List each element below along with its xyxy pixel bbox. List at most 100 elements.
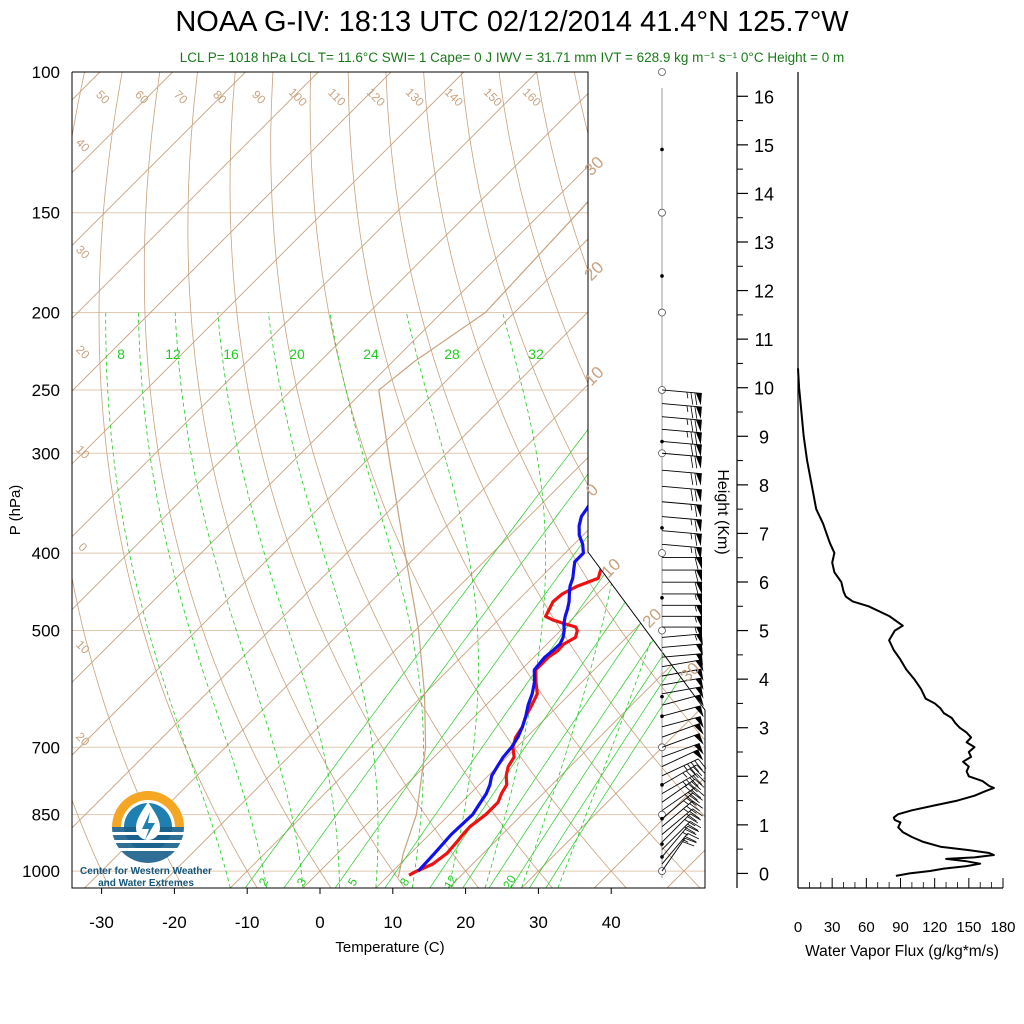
wind-barb-flag — [695, 444, 702, 457]
water-vapor-flux-line — [797, 368, 995, 877]
isotherm-line — [72, 72, 246, 888]
mixing-ratio-label: 28 — [444, 346, 460, 362]
wind-barb-feather — [694, 533, 698, 546]
dry-adiabat — [423, 72, 705, 888]
moist-adiabat — [174, 312, 304, 888]
wind-barb-feather — [692, 766, 703, 777]
flux-tick-label: 0 — [794, 919, 802, 936]
wind-barb-feather — [682, 841, 695, 847]
wind-barb-feather — [684, 819, 696, 827]
wind-barb-feather — [690, 431, 694, 445]
isotherm-label: 140 — [442, 85, 466, 109]
staff-level-marker — [658, 68, 666, 76]
chart-subtitle: LCL P= 1018 hPa LCL T= 11.6°C SWI= 1 Cap… — [179, 50, 845, 65]
height-tick-label: 12 — [754, 282, 774, 302]
flux-axis-title: Water Vapor Flux (g/kg*m/s) — [805, 943, 999, 960]
wind-barb-feather — [694, 569, 699, 583]
isotherm-line — [84, 72, 705, 888]
height-tick-label: 8 — [759, 476, 769, 496]
dry-adiabat — [270, 72, 553, 888]
adiabat-label: 40 — [73, 135, 93, 155]
wind-barb-shaft — [661, 773, 697, 795]
dry-adiabat — [687, 72, 705, 888]
pressure-tick-label: 300 — [32, 444, 60, 463]
wind-barb-feather — [697, 758, 707, 769]
temperature-tick-label: 20 — [456, 913, 475, 932]
wind-barb-flag — [695, 406, 702, 420]
pressure-tick-label: 100 — [32, 63, 60, 82]
wind-barb-shaft — [661, 716, 701, 728]
wind-barb-shaft — [661, 742, 700, 758]
wind-barb-feather — [692, 808, 703, 817]
dry-adiabat — [385, 72, 705, 888]
wind-barb-shaft — [661, 808, 693, 835]
wind-barb-flag — [695, 669, 704, 681]
wind-barb-feather — [692, 775, 703, 785]
temperature-tick-label: 40 — [602, 913, 621, 932]
mixing-ratio-line — [529, 389, 705, 888]
pressure-tick-label: 400 — [32, 544, 60, 563]
staff-dot — [660, 595, 664, 600]
wind-barb-feather — [689, 803, 700, 812]
wind-barb-feather — [694, 557, 699, 570]
wind-barb-flag — [696, 582, 702, 595]
wind-barb-feather — [694, 444, 698, 457]
dry-adiabat — [98, 72, 258, 888]
skewt-label: 10 — [581, 363, 608, 390]
wind-barb-flag — [695, 504, 702, 518]
pressure-tick-label: 150 — [32, 204, 60, 223]
isotherm-label: 110 — [325, 85, 349, 109]
cw3e-logo — [112, 791, 184, 863]
height-axis-title: Height (Km) — [714, 469, 731, 554]
wind-barb-half-feather — [683, 800, 689, 805]
wind-barb-feather — [689, 795, 700, 804]
dry-adiabat — [143, 72, 332, 888]
wind-barb-flag — [694, 705, 704, 718]
dry-adiabat — [309, 72, 627, 888]
mixing-ratio-line — [462, 389, 705, 888]
wind-barb-flag — [695, 678, 704, 690]
temperature-tick-label: 10 — [383, 913, 402, 932]
wind-barbs — [658, 68, 707, 878]
skewt-label: 0 — [582, 480, 602, 500]
moist-adiabat — [406, 312, 479, 888]
moist-adiabat — [138, 312, 268, 888]
wind-barb-half-feather — [683, 808, 689, 813]
mixing-ratio-line — [334, 389, 696, 888]
wind-barb-feather — [687, 791, 698, 801]
mixing-ratio-line — [283, 389, 652, 888]
wind-barb-flag — [696, 593, 702, 606]
wind-barb-flag — [695, 473, 702, 486]
wind-barb-feather — [694, 406, 698, 419]
wind-barb-shaft — [661, 501, 702, 506]
skewt-profiles — [378, 72, 705, 878]
wind-barb-feather — [690, 813, 702, 821]
wind-barb-shaft — [661, 787, 696, 811]
wind-barb-feather — [694, 392, 698, 406]
flux-tick-label: 120 — [922, 919, 947, 936]
isotherm-line — [72, 72, 705, 888]
skewt-grid — [72, 72, 705, 888]
adiabat-label: 0 — [76, 540, 91, 555]
wind-barb-flag — [696, 616, 702, 629]
dry-adiabat — [460, 72, 705, 888]
wind-barb-feather — [686, 813, 697, 822]
temperature-axis-title: Temperature (C) — [335, 939, 444, 956]
temperature-tick-label: -10 — [235, 913, 260, 932]
pressure-tick-label: 250 — [32, 381, 60, 400]
wind-barb-feather — [694, 419, 698, 432]
staff-dot — [660, 526, 664, 530]
wind-barb-half-feather — [694, 626, 697, 634]
isotherm-line — [302, 72, 705, 888]
wind-barb-flag — [695, 633, 703, 646]
height-tick-label: 1 — [759, 816, 769, 836]
isotherm-label: 70 — [171, 87, 191, 107]
wind-barb-feather — [684, 836, 697, 843]
wind-barb-shaft — [661, 694, 701, 706]
wind-barb-shaft — [661, 677, 702, 686]
wind-barb-shaft — [661, 838, 686, 872]
wind-barb-half-feather — [682, 772, 688, 778]
staff-level-marker — [658, 208, 666, 217]
wind-barb-feather — [684, 828, 697, 836]
